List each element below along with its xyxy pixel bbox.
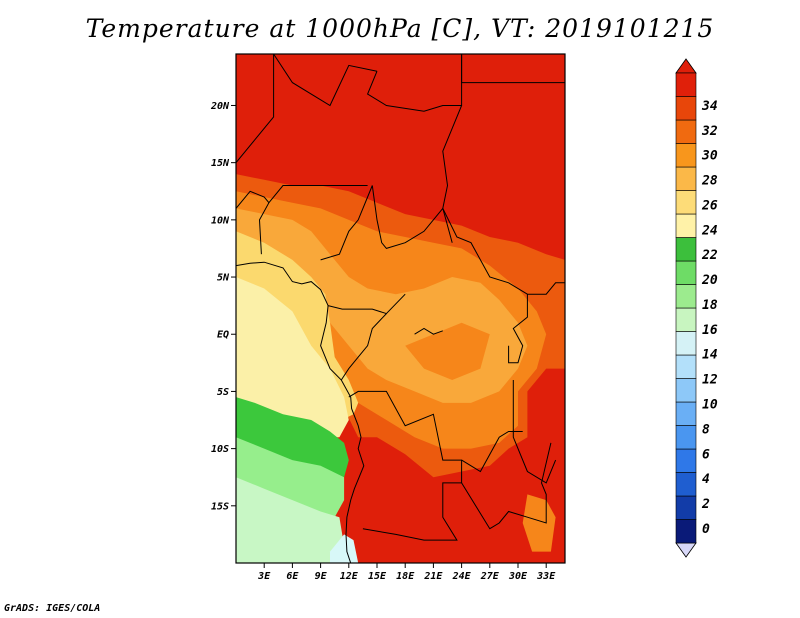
colorbar-label: 34 xyxy=(701,99,718,114)
colorbar-segment xyxy=(675,166,697,191)
colorbar-segment xyxy=(675,448,697,473)
coastline xyxy=(236,261,365,563)
lat-label: EQ xyxy=(217,330,229,341)
colorbar-segment xyxy=(675,119,697,144)
field-patch-basin xyxy=(405,322,490,380)
border-chad-car xyxy=(371,185,528,295)
lat-label: 5N xyxy=(217,273,230,284)
colorbar-segment xyxy=(675,401,697,426)
colorbar-segment xyxy=(675,96,697,121)
map-frame xyxy=(235,53,566,564)
lon-label: 15E xyxy=(368,571,387,582)
longitude-axis: 3E 6E 9E 12E 15E 18E 21E 24E 27E 30E 33E xyxy=(257,563,556,582)
colorbar-segment xyxy=(675,519,697,544)
lat-label: 15N xyxy=(211,158,230,169)
colorbar-label: 6 xyxy=(702,447,710,462)
colorbar-label: 32 xyxy=(701,124,718,139)
colorbar-label: 24 xyxy=(701,223,718,238)
credit-text: GrADS: IGES/COLA xyxy=(4,603,101,614)
field-band-14 xyxy=(330,534,359,563)
plot-title: Temperature at 1000hPa [C], VT: 20191012… xyxy=(85,14,715,43)
colorbar-label: 28 xyxy=(701,174,718,189)
colorbar-label: 22 xyxy=(701,248,718,263)
map-panel xyxy=(235,53,566,564)
lon-label: 6E xyxy=(286,571,299,582)
colorbar-segment xyxy=(675,331,697,356)
lon-label: 33E xyxy=(536,571,556,582)
field-band-22 xyxy=(236,277,349,438)
border-cameroon-south xyxy=(327,293,406,315)
border-uganda xyxy=(508,282,565,364)
colorbar-segment xyxy=(675,213,697,238)
border-zambia xyxy=(461,442,552,530)
colorbar-under-arrow xyxy=(675,542,697,558)
colorbar-label: 0 xyxy=(702,522,710,537)
border-tanzania-west xyxy=(512,380,557,484)
colorbar-segment xyxy=(675,143,697,168)
lon-label: 18E xyxy=(396,571,415,582)
colorbar-segment xyxy=(675,495,697,520)
lat-label: 5S xyxy=(217,387,229,398)
colorbar-segment xyxy=(675,425,697,450)
lon-label: 9E xyxy=(315,571,328,582)
colorbar-over-arrow xyxy=(675,58,697,74)
lon-label: 24E xyxy=(452,571,472,582)
colorbar-segment xyxy=(675,354,697,379)
colorbar-label: 30 xyxy=(701,149,718,164)
colorbar-segment xyxy=(675,378,697,403)
lat-label: 10S xyxy=(211,444,229,455)
border-egypt xyxy=(461,54,565,84)
colorbar-label: 10 xyxy=(702,397,718,412)
lon-label: 12E xyxy=(340,571,359,582)
border-sudan-chad xyxy=(442,105,463,243)
lake-detail xyxy=(414,327,443,335)
lon-label: 30E xyxy=(508,571,528,582)
border-benin xyxy=(236,190,270,255)
border-nigeria-cameroon xyxy=(320,185,373,261)
colorbar-segment xyxy=(675,72,697,97)
colorbar-label: 18 xyxy=(702,298,718,313)
lat-label: 15S xyxy=(211,501,229,512)
colorbar-segment xyxy=(675,260,697,285)
colorbar-label: 2 xyxy=(701,497,710,512)
colorbar-segment xyxy=(675,237,697,262)
lat-label: 10N xyxy=(211,215,230,226)
colorbar-label: 14 xyxy=(702,348,718,363)
lat-label: 20N xyxy=(210,101,230,112)
colorbar-label: 4 xyxy=(702,472,710,487)
colorbar-label: 8 xyxy=(702,422,710,437)
lon-label: 27E xyxy=(480,571,500,582)
colorbar-segment xyxy=(675,190,697,215)
field-band-16 xyxy=(236,477,349,563)
border-niger-nigeria xyxy=(268,185,368,204)
lon-label: 3E xyxy=(257,571,271,582)
colorbar-segment xyxy=(675,472,697,497)
colorbar-segment xyxy=(675,307,697,332)
lon-label: 21E xyxy=(423,571,443,582)
field-patch-southeast xyxy=(522,494,556,552)
border-mali xyxy=(236,54,275,164)
temperature-field xyxy=(236,54,565,563)
field-band-20 xyxy=(236,397,349,478)
colorbar-label: 12 xyxy=(702,373,718,388)
colorbar-segment xyxy=(675,284,697,309)
colorbar-label: 16 xyxy=(702,323,718,338)
latitude-axis: 20N 15N 10N 5N EQ 5S 10S 15S xyxy=(210,101,236,512)
colorbar-label: 20 xyxy=(701,273,718,288)
border-gabon-congo xyxy=(340,313,387,381)
border-niger-north xyxy=(273,54,378,107)
colorbar-label: 26 xyxy=(701,198,718,213)
